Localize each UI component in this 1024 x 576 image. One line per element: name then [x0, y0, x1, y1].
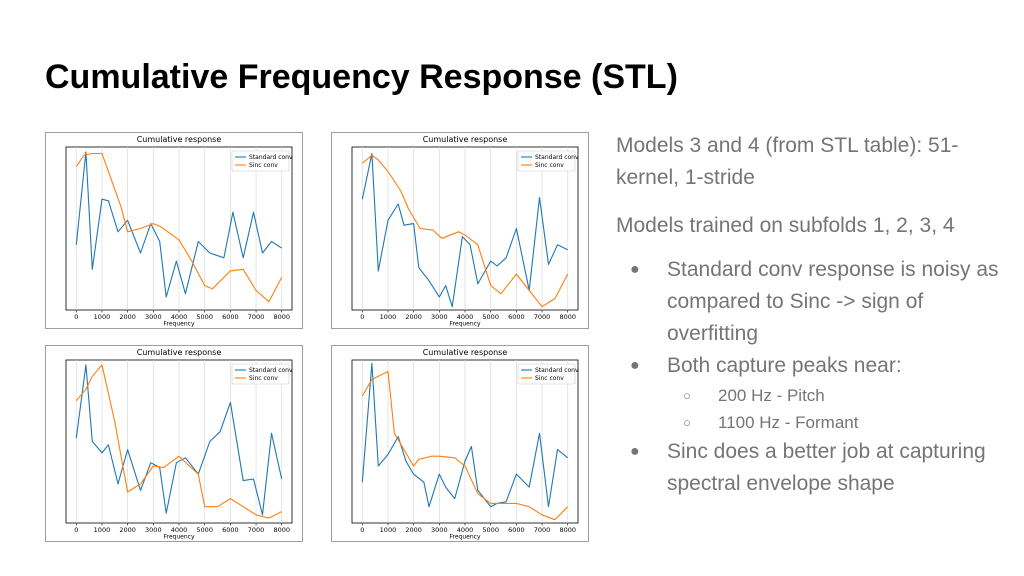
- sinc-conv-line: [361, 370, 569, 521]
- chart-bottom-left: Cumulative response 0 1000 2000 3000 4000 5000…: [45, 345, 303, 542]
- x-tick-label: 5000: [482, 313, 499, 321]
- x-tick-label: 8000: [559, 313, 576, 321]
- x-tick-label: 6000: [508, 526, 525, 534]
- slide-title: Cumulative Frequency Response (STL): [45, 58, 678, 96]
- x-tick-label: 7000: [534, 313, 551, 321]
- chart-bottom-right-svg: Cumulative response 0 1000 2000 3000 4000 5000…: [351, 348, 579, 541]
- x-tick-label: 2000: [119, 313, 136, 321]
- legend-label-sinc-conv: Sinc conv: [535, 375, 564, 382]
- bullet-item: Standard conv response is noisy as compa…: [616, 254, 1011, 350]
- x-axis-label: Frequency: [450, 534, 481, 541]
- standard-conv-line: [361, 152, 568, 308]
- x-tick-label: 7000: [248, 313, 265, 321]
- x-tick-label: 6000: [508, 313, 525, 321]
- legend-box: [517, 150, 576, 172]
- x-tick-label: 8000: [273, 526, 290, 534]
- x-tick-label: 2000: [119, 526, 136, 534]
- x-tick-label: 1000: [94, 313, 111, 321]
- sub-bullet-list: 200 Hz - Pitch 1100 Hz - Formant: [667, 382, 1011, 436]
- x-tick-label: 2000: [405, 313, 422, 321]
- x-tick-label: 0: [360, 313, 364, 321]
- sinc-conv-line: [361, 154, 569, 308]
- bullet-item: Both capture peaks near: 200 Hz - Pitch …: [616, 350, 1011, 436]
- sub-bullet-text: 1100 Hz - Formant: [718, 413, 859, 432]
- x-axis-label: Frequency: [450, 321, 481, 328]
- bullet-text: Both capture peaks near:: [667, 354, 902, 377]
- x-tick-label: 3000: [145, 526, 162, 534]
- x-tick-label: 4000: [171, 526, 188, 534]
- x-tick-label: 3000: [431, 313, 448, 321]
- notes-panel: Models 3 and 4 (from STL table): 51-kern…: [616, 130, 1011, 500]
- legend-label-sinc-conv: Sinc conv: [535, 162, 564, 169]
- standard-conv-line: [75, 151, 282, 298]
- chart-bottom-left-svg: Cumulative response 0 1000 2000 3000 4000 5000…: [65, 348, 293, 541]
- x-tick-label: 1000: [380, 526, 397, 534]
- x-tick-label: 5000: [196, 526, 213, 534]
- x-tick-label: 3000: [145, 313, 162, 321]
- x-tick-label: 2000: [405, 526, 422, 534]
- subfolds-note: Models trained on subfolds 1, 2, 3, 4: [616, 214, 955, 237]
- bullet-list: Standard conv response is noisy as compa…: [616, 254, 1011, 500]
- x-tick-label: 7000: [248, 526, 265, 534]
- x-tick-label: 4000: [171, 313, 188, 321]
- chart-title: Cumulative response: [137, 348, 222, 357]
- legend-label-standard-conv: Standard conv: [535, 154, 579, 161]
- x-tick-label: 6000: [222, 313, 239, 321]
- legend-box: [231, 150, 290, 172]
- chart-title: Cumulative response: [423, 348, 508, 357]
- x-tick-label: 3000: [431, 526, 448, 534]
- legend-label-standard-conv: Standard conv: [535, 367, 579, 374]
- x-tick-label: 4000: [457, 313, 474, 321]
- chart-top-right: Cumulative response 0 1000 2000 3000 4000 5000…: [331, 132, 589, 329]
- x-axis-label: Frequency: [164, 534, 195, 541]
- x-tick-label: 0: [360, 526, 364, 534]
- legend-label-standard-conv: Standard conv: [249, 367, 293, 374]
- chart-title: Cumulative response: [423, 135, 508, 144]
- legend-label-sinc-conv: Sinc conv: [249, 162, 278, 169]
- x-tick-label: 1000: [94, 526, 111, 534]
- bullet-text: Sinc does a better job at capturing spec…: [667, 440, 986, 495]
- sinc-conv-line: [75, 152, 283, 303]
- x-tick-label: 4000: [457, 526, 474, 534]
- x-tick-label: 8000: [559, 526, 576, 534]
- chart-top-left: Cumulative response 0 1000 2000 3000 4000 5000…: [45, 132, 303, 329]
- x-tick-label: 5000: [196, 313, 213, 321]
- x-tick-label: 6000: [222, 526, 239, 534]
- x-tick-label: 0: [74, 526, 78, 534]
- standard-conv-line: [75, 364, 283, 516]
- chart-bottom-right: Cumulative response 0 1000 2000 3000 4000 5000…: [331, 345, 589, 542]
- legend-label-standard-conv: Standard conv: [249, 154, 293, 161]
- legend-box: [231, 363, 290, 385]
- sub-bullet-item: 1100 Hz - Formant: [667, 409, 1011, 436]
- x-tick-label: 8000: [273, 313, 290, 321]
- x-axis-label: Frequency: [164, 321, 195, 328]
- sub-bullet-text: 200 Hz - Pitch: [718, 386, 825, 405]
- models-note: Models 3 and 4 (from STL table): 51-kern…: [616, 134, 959, 189]
- legend-label-sinc-conv: Sinc conv: [249, 375, 278, 382]
- x-tick-label: 7000: [534, 526, 551, 534]
- standard-conv-line: [361, 362, 569, 508]
- sub-bullet-item: 200 Hz - Pitch: [667, 382, 1011, 409]
- legend-box: [517, 363, 576, 385]
- bullet-text: Standard conv response is noisy as compa…: [667, 258, 999, 345]
- sinc-conv-line: [75, 364, 282, 519]
- chart-top-left-svg: Cumulative response 0 1000 2000 3000 4000 5000…: [65, 135, 293, 328]
- x-tick-label: 1000: [380, 313, 397, 321]
- x-tick-label: 5000: [482, 526, 499, 534]
- x-tick-label: 0: [74, 313, 78, 321]
- bullet-item: Sinc does a better job at capturing spec…: [616, 436, 1011, 500]
- chart-top-right-svg: Cumulative response 0 1000 2000 3000 4000 5000…: [351, 135, 579, 328]
- chart-title: Cumulative response: [137, 135, 222, 144]
